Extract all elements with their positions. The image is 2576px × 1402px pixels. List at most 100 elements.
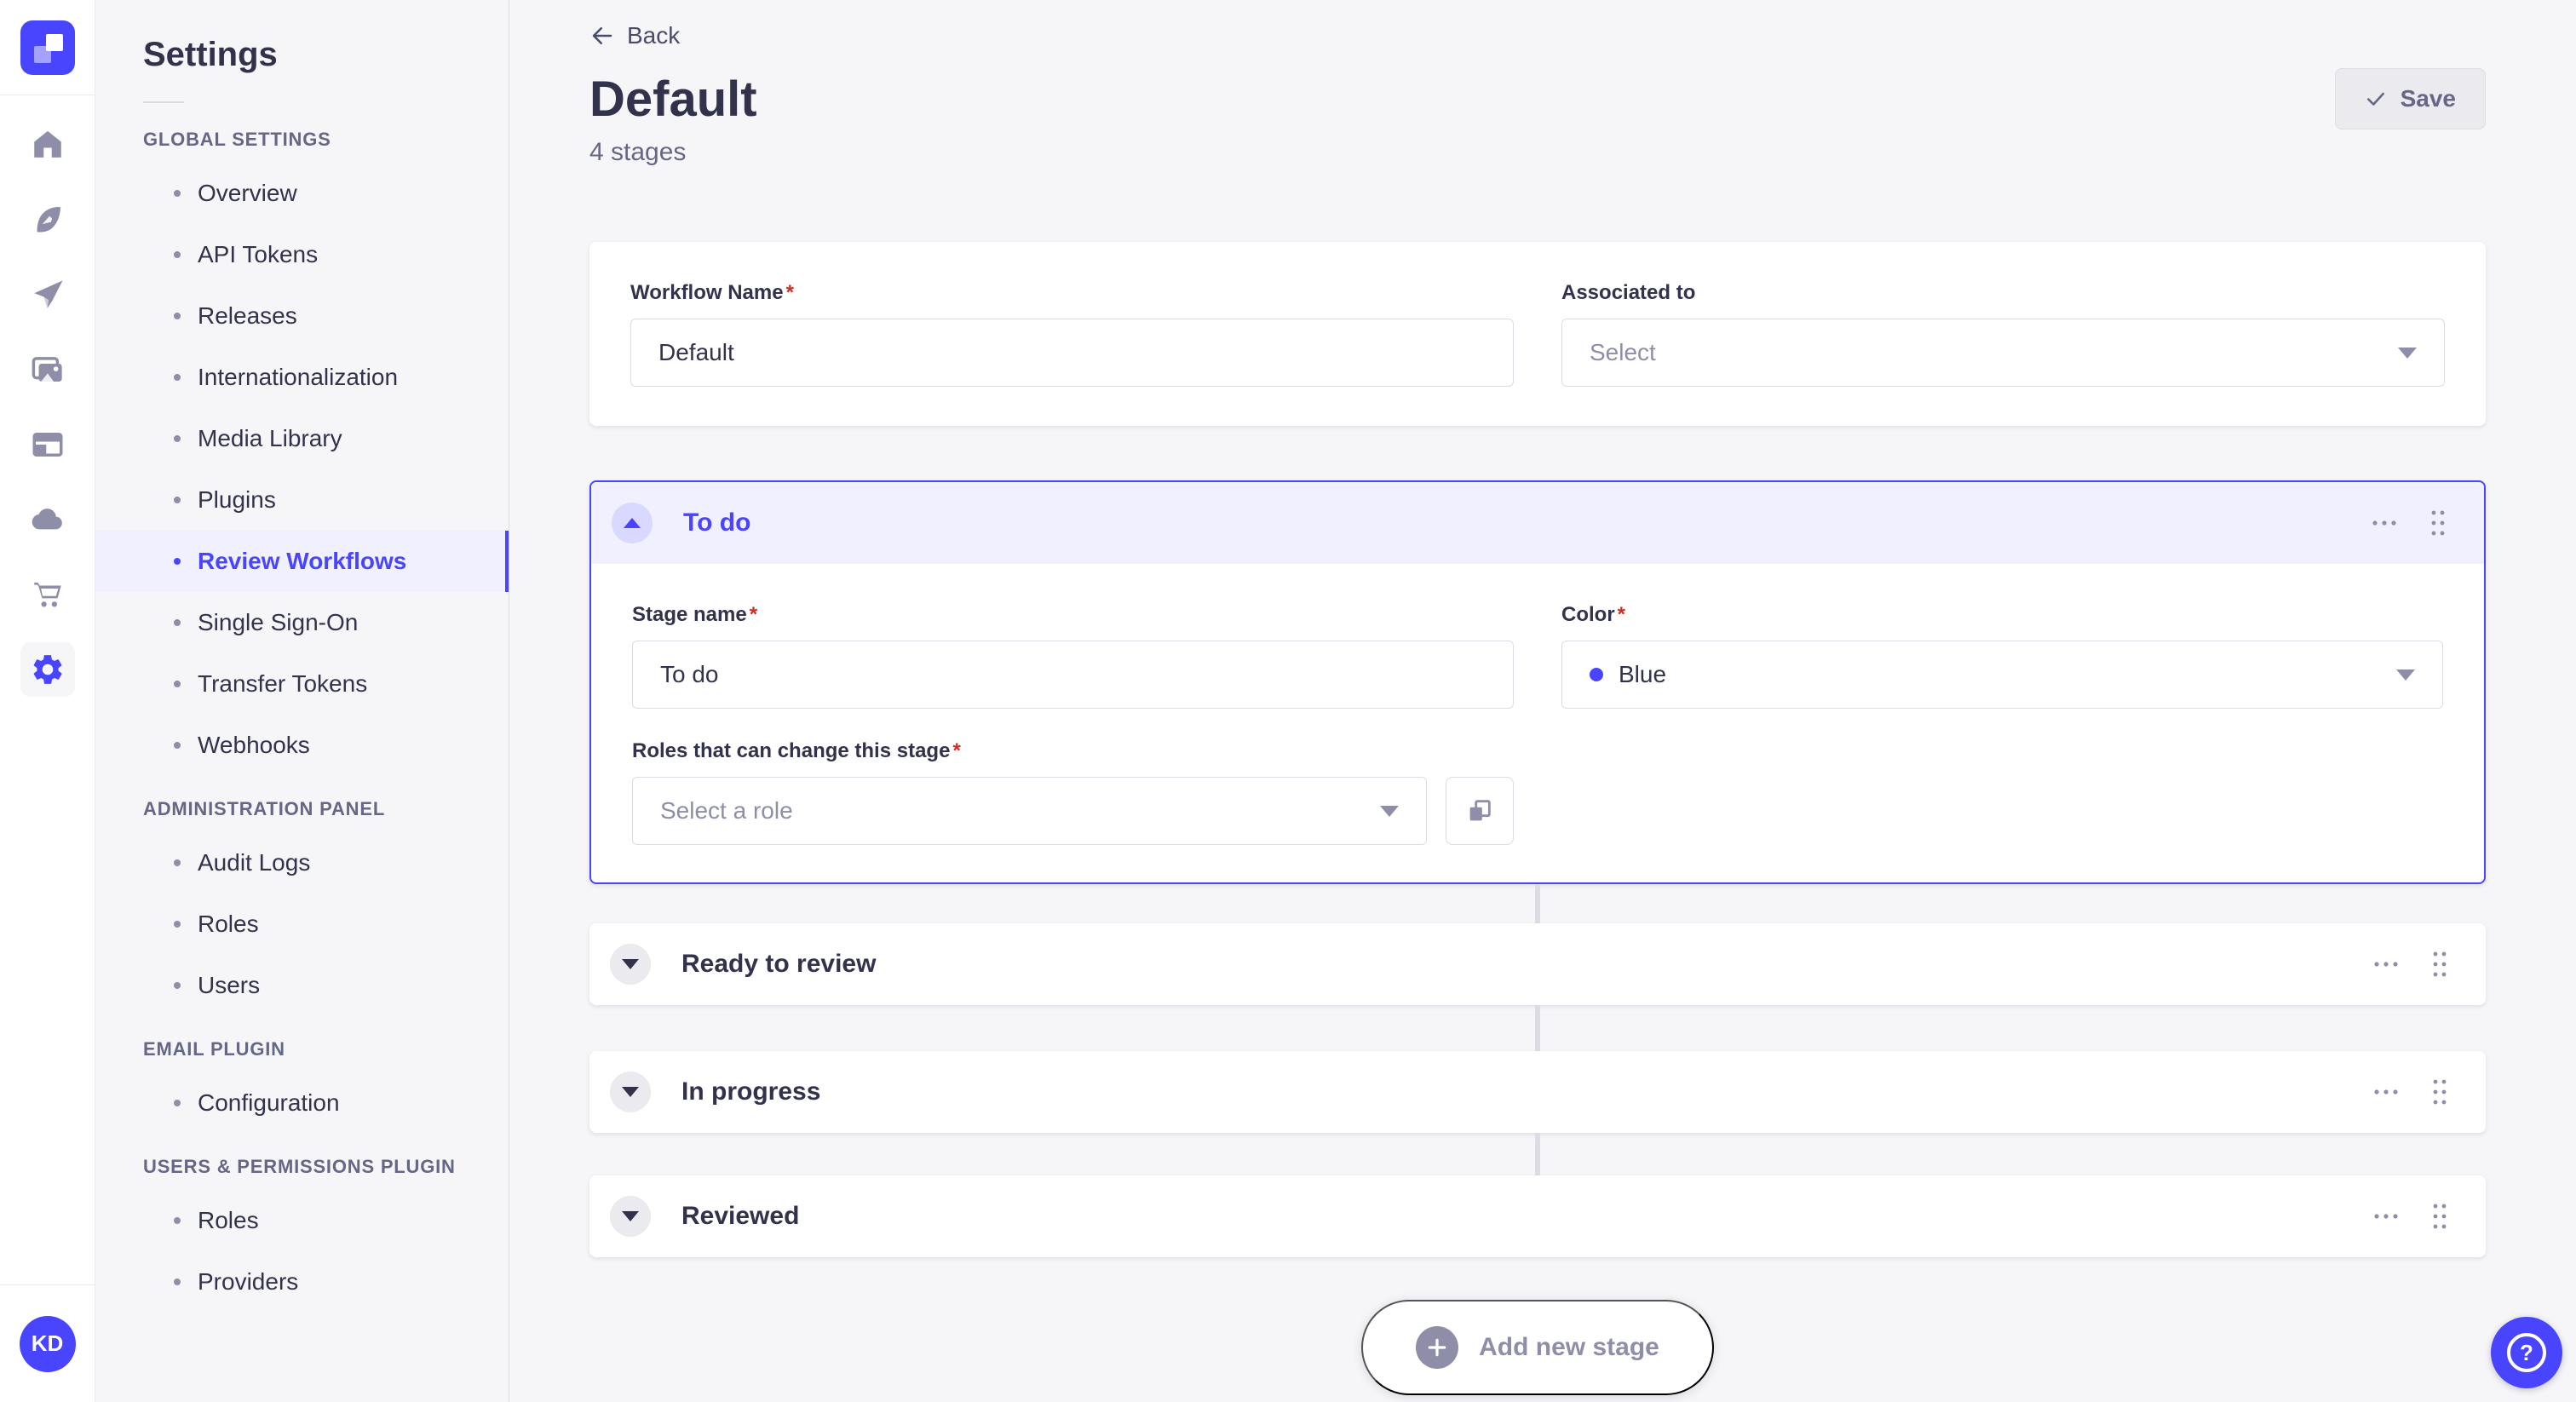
sidebar-item-releases[interactable]: Releases	[95, 285, 509, 347]
expand-toggle-button[interactable]	[610, 944, 651, 985]
sidebar-item-audit-logs[interactable]: Audit Logs	[95, 832, 509, 893]
sidebar-item-webhooks[interactable]: Webhooks	[95, 715, 509, 776]
more-options-icon[interactable]	[2373, 1089, 2399, 1095]
workflow-name-label: Workflow Name *	[630, 281, 794, 304]
duplicate-stage-button[interactable]	[1446, 777, 1514, 845]
sidebar-item-single-sign-on[interactable]: Single Sign-On	[95, 592, 509, 653]
more-options-icon[interactable]	[2373, 1213, 2399, 1220]
workflow-form-card: Workflow Name* Associated to Select	[589, 242, 2486, 426]
copy-icon	[1469, 800, 1491, 821]
bullet-icon	[174, 497, 181, 503]
color-select[interactable]: Blue	[1561, 641, 2443, 709]
media-images-icon[interactable]	[20, 342, 75, 397]
section-label-global-settings: GLOBAL SETTINGS	[143, 129, 331, 150]
stage-name-field: Stage name *	[632, 603, 1514, 709]
bullet-icon	[174, 1100, 181, 1106]
sidebar-item-label: Providers	[198, 1268, 299, 1295]
sidebar-item-label: Webhooks	[198, 732, 310, 758]
stage-roles-field: Roles that can change this stage * Select…	[632, 739, 1514, 845]
stage-in-progress-header[interactable]: In progress	[589, 1051, 2486, 1133]
sidebar-item-label: Configuration	[198, 1089, 340, 1116]
drag-handle-icon[interactable]	[2429, 509, 2447, 537]
rail-footer: KD	[0, 1284, 95, 1402]
bullet-icon	[174, 859, 181, 866]
sidebar-item-transfer-tokens[interactable]: Transfer Tokens	[95, 653, 509, 715]
chevron-down-icon	[622, 959, 639, 969]
bullet-icon	[174, 921, 181, 928]
bullet-icon	[174, 190, 181, 197]
sidebar-item-users[interactable]: Users	[95, 955, 509, 1016]
sidebar-item-label: Internationalization	[198, 364, 399, 390]
sidebar-item-overview[interactable]: Overview	[95, 163, 509, 224]
expand-toggle-button[interactable]	[610, 1196, 651, 1237]
bullet-icon	[174, 313, 181, 319]
sidebar-item-api-tokens[interactable]: API Tokens	[95, 224, 509, 285]
rail-header	[0, 0, 95, 95]
sidebar-item-internationalization[interactable]: Internationalization	[95, 347, 509, 408]
bullet-icon	[174, 1217, 181, 1224]
sidebar-item-label: Review Workflows	[198, 548, 407, 574]
sidebar-item-admin-roles[interactable]: Roles	[95, 893, 509, 955]
section-label-email-plugin: EMAIL PLUGIN	[143, 1038, 285, 1060]
sidebar-item-up-roles[interactable]: Roles	[95, 1190, 509, 1251]
back-link[interactable]: Back	[589, 22, 680, 49]
associated-to-placeholder: Select	[1590, 339, 1656, 365]
stage-reviewed-header[interactable]: Reviewed	[589, 1175, 2486, 1257]
stage-connector	[1535, 884, 1540, 923]
expand-toggle-button[interactable]	[610, 1072, 651, 1112]
stage-title: To do	[683, 509, 751, 537]
cloud-icon[interactable]	[20, 492, 75, 547]
main-content: Back Default Save 4 stages Workflow Name…	[509, 0, 2576, 1402]
sidebar-item-configuration[interactable]: Configuration	[95, 1072, 509, 1134]
more-options-icon[interactable]	[2373, 961, 2399, 968]
layout-icon[interactable]	[20, 417, 75, 472]
stage-todo-expanded: To do Stage name* Color*	[589, 480, 2486, 884]
save-button[interactable]: Save	[2334, 68, 2486, 129]
collapse-toggle-button[interactable]	[612, 503, 653, 543]
roles-select[interactable]: Select a role	[632, 777, 1427, 845]
stage-color-field: Color * Blue	[1561, 603, 2443, 709]
gear-icon[interactable]	[20, 642, 75, 697]
sidebar-item-providers[interactable]: Providers	[95, 1251, 509, 1313]
chevron-down-icon	[2396, 669, 2415, 681]
stage-title: Ready to review	[681, 950, 877, 978]
add-new-stage-button[interactable]: Add new stage	[1361, 1300, 1714, 1395]
sidebar-item-label: Roles	[198, 1207, 259, 1233]
stage-todo-header[interactable]: To do	[591, 482, 2484, 564]
page-title: Default	[589, 71, 757, 127]
stage-in-progress: In progress	[589, 1051, 2486, 1133]
sidebar-item-review-workflows[interactable]: Review Workflows	[95, 531, 509, 592]
sidebar-item-label: API Tokens	[198, 241, 319, 267]
question-mark-icon: ?	[2507, 1333, 2546, 1372]
paper-plane-icon[interactable]	[20, 267, 75, 322]
required-mark: *	[749, 603, 758, 626]
stage-ready-to-review-header[interactable]: Ready to review	[589, 923, 2486, 1005]
feather-icon[interactable]	[20, 192, 75, 247]
sidebar-item-label: Plugins	[198, 486, 276, 513]
drag-handle-icon[interactable]	[2431, 1077, 2448, 1106]
bullet-icon	[174, 681, 181, 687]
roles-placeholder: Select a role	[660, 797, 793, 824]
sidebar-item-label: Transfer Tokens	[198, 670, 368, 697]
cart-icon[interactable]	[20, 567, 75, 622]
bullet-icon	[174, 1278, 181, 1285]
bullet-icon	[174, 619, 181, 626]
sidebar-item-label: Media Library	[198, 425, 342, 451]
workflow-name-input[interactable]	[630, 319, 1514, 387]
home-icon[interactable]	[20, 118, 75, 172]
bullet-icon	[174, 558, 181, 565]
stage-name-input[interactable]	[632, 641, 1514, 709]
sidebar-item-media-library[interactable]: Media Library	[95, 408, 509, 469]
strapi-logo-icon[interactable]	[20, 20, 75, 75]
stage-ready-to-review: Ready to review	[589, 923, 2486, 1005]
plus-icon	[1416, 1326, 1459, 1369]
drag-handle-icon[interactable]	[2431, 1202, 2448, 1231]
chevron-down-icon	[1380, 805, 1399, 817]
sidebar-item-label: Single Sign-On	[198, 609, 359, 635]
more-options-icon[interactable]	[2372, 520, 2397, 526]
associated-to-select[interactable]: Select	[1561, 319, 2445, 387]
drag-handle-icon[interactable]	[2431, 950, 2448, 979]
avatar[interactable]: KD	[19, 1315, 76, 1372]
sidebar-item-plugins[interactable]: Plugins	[95, 469, 509, 531]
help-button[interactable]: ?	[2491, 1317, 2562, 1388]
